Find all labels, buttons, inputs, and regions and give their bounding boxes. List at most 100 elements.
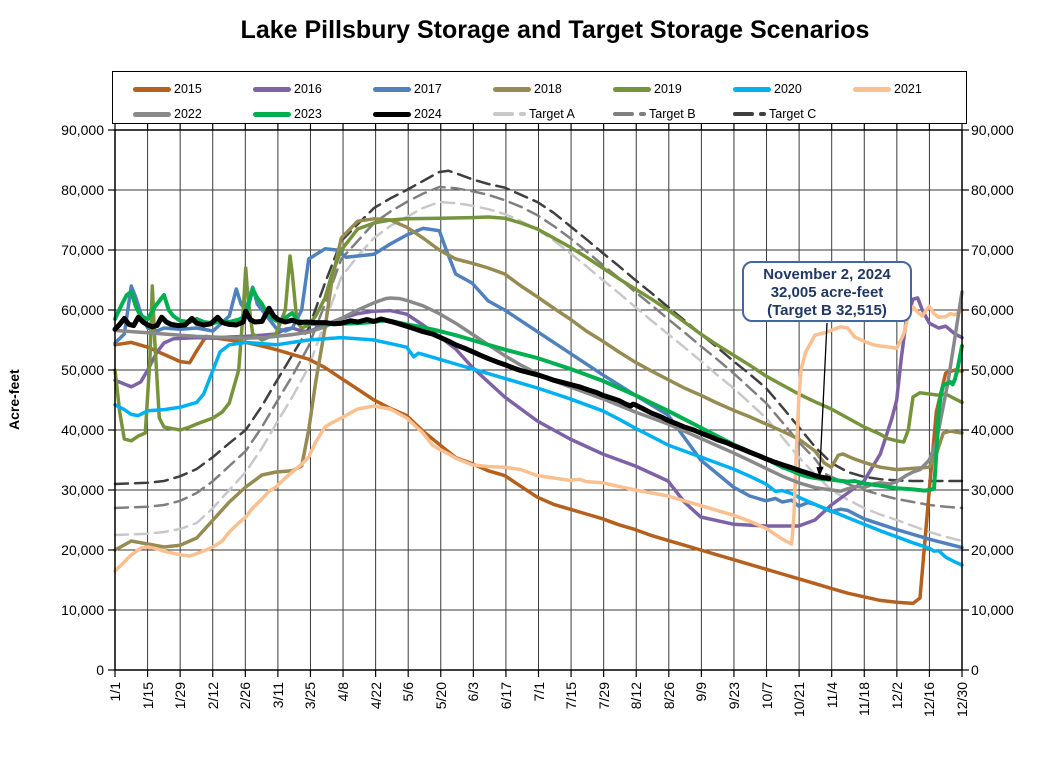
annotation-line-3: (Target B 32,515) [767, 302, 887, 319]
x-tick-label: 10/7 [758, 682, 775, 710]
x-tick-label: 1/1 [107, 682, 123, 702]
legend-swatch-icon [853, 86, 891, 92]
legend-swatch-icon [493, 86, 531, 92]
y-tick-label: 60,000 [971, 302, 1014, 318]
series-2023 [113, 287, 964, 493]
legend-item-2015: 2015 [133, 81, 202, 97]
y-tick-label: 20,000 [61, 542, 104, 558]
legend-label: 2017 [414, 82, 442, 96]
chart-title: Lake Pillsbury Storage and Target Storag… [240, 16, 870, 44]
y-tick-label: 50,000 [971, 362, 1014, 378]
legend-item-2017: 2017 [373, 81, 442, 97]
legend-swatch-icon [759, 112, 766, 116]
y-tick-label: 0 [96, 662, 104, 678]
x-tick-label: 1/29 [172, 682, 189, 710]
annotation-line-1: November 2, 2024 [763, 266, 891, 283]
annotation-arrow-line [819, 322, 828, 469]
legend-swatch-icon [253, 86, 291, 92]
x-tick-label: 5/6 [400, 682, 417, 702]
legend-swatch-icon [373, 111, 411, 117]
x-tick-label: 3/25 [302, 682, 319, 710]
y-tick-label: 90,000 [61, 122, 104, 138]
x-tick-label: 7/15 [563, 682, 580, 710]
x-tick-label: 12/30 [954, 682, 970, 718]
legend-item-target-c: Target C [733, 106, 816, 122]
x-tick-label: 4/22 [367, 682, 384, 710]
y-tick-label: 70,000 [971, 242, 1014, 258]
x-tick-label: 3/11 [269, 682, 286, 709]
x-tick-label: 11/4 [823, 682, 840, 709]
legend-item-target-a: Target A [493, 106, 575, 122]
legend-item-2018: 2018 [493, 81, 562, 97]
y-tick-label: 70,000 [61, 242, 104, 258]
x-tick-label: 10/21 [791, 682, 808, 718]
series-2017 [113, 226, 964, 550]
legend-swatch-icon [133, 111, 171, 117]
y-tick-label: 80,000 [61, 182, 104, 198]
y-tick-label: 10,000 [61, 602, 104, 618]
annotation-callout: November 2, 2024 32,005 acre-feet (Targe… [742, 261, 912, 322]
x-tick-label: 9/23 [725, 682, 742, 710]
series-2020 [113, 335, 964, 567]
legend-label: Target C [769, 107, 817, 121]
legend-item-2022: 2022 [133, 106, 202, 122]
legend-swatch-icon [613, 112, 634, 116]
x-tick-label: 12/2 [888, 682, 905, 710]
y-axis-title: Acre-feet [6, 369, 22, 430]
legend-label: 2016 [294, 82, 322, 96]
x-tick-label: 2/26 [237, 682, 254, 710]
series-target-c [113, 169, 964, 486]
legend-swatch-icon [493, 112, 514, 116]
legend-item-target-b: Target B [613, 106, 696, 122]
legend-label: Target B [649, 107, 696, 121]
x-tick-label: 7/1 [530, 682, 547, 702]
annotation-line-2: 32,005 acre-feet [770, 284, 884, 301]
x-tick-label: 8/26 [660, 682, 677, 710]
legend-swatch-icon [519, 112, 526, 116]
y-tick-label: 30,000 [971, 482, 1014, 498]
legend-item-2021: 2021 [853, 81, 922, 97]
legend-item-2020: 2020 [733, 81, 802, 97]
legend-item-2016: 2016 [253, 81, 322, 97]
x-tick-label: 4/8 [335, 682, 352, 702]
legend: 2015 2016 2017 2018 2019 2020 2021 2022 2023 2024… [112, 71, 967, 124]
legend-label: 2018 [534, 82, 562, 96]
y-tick-label: 50,000 [61, 362, 104, 378]
legend-label: 2020 [774, 82, 802, 96]
y-tick-label: 60,000 [61, 302, 104, 318]
legend-label: 2023 [294, 107, 322, 121]
legend-label: Target A [529, 107, 575, 121]
legend-swatch-icon [733, 112, 754, 116]
legend-swatch-icon [613, 86, 651, 92]
legend-swatch-icon [373, 86, 411, 92]
legend-swatch-icon [639, 112, 646, 116]
legend-swatch-icon [133, 86, 171, 92]
y-tick-label: 30,000 [61, 482, 104, 498]
series-2024 [112, 305, 832, 482]
legend-label: 2019 [654, 82, 682, 96]
x-tick-label: 7/29 [595, 682, 612, 710]
x-tick-label: 11/18 [856, 682, 873, 716]
y-tick-label: 20,000 [971, 542, 1014, 558]
x-tick-label: 12/16 [921, 682, 938, 718]
legend-item-2023: 2023 [253, 106, 322, 122]
legend-item-2024: 2024 [373, 106, 442, 122]
series-2015 [113, 334, 964, 606]
x-tick-label: 6/3 [465, 682, 482, 702]
series-2019 [113, 215, 964, 444]
series-2018 [113, 217, 964, 552]
x-tick-label: 5/20 [432, 682, 449, 710]
x-tick-label: 1/15 [139, 682, 156, 710]
y-tick-label: 0 [971, 662, 979, 678]
x-tick-label: 9/9 [693, 682, 710, 702]
legend-label: 2021 [894, 82, 922, 96]
legend-label: 2022 [174, 107, 202, 121]
x-tick-label: 8/12 [628, 682, 645, 710]
y-tick-label: 40,000 [971, 422, 1014, 438]
y-tick-label: 80,000 [971, 182, 1014, 198]
y-tick-label: 90,000 [971, 122, 1014, 138]
annotation-arrowhead-icon [816, 466, 824, 477]
y-tick-label: 40,000 [61, 422, 104, 438]
